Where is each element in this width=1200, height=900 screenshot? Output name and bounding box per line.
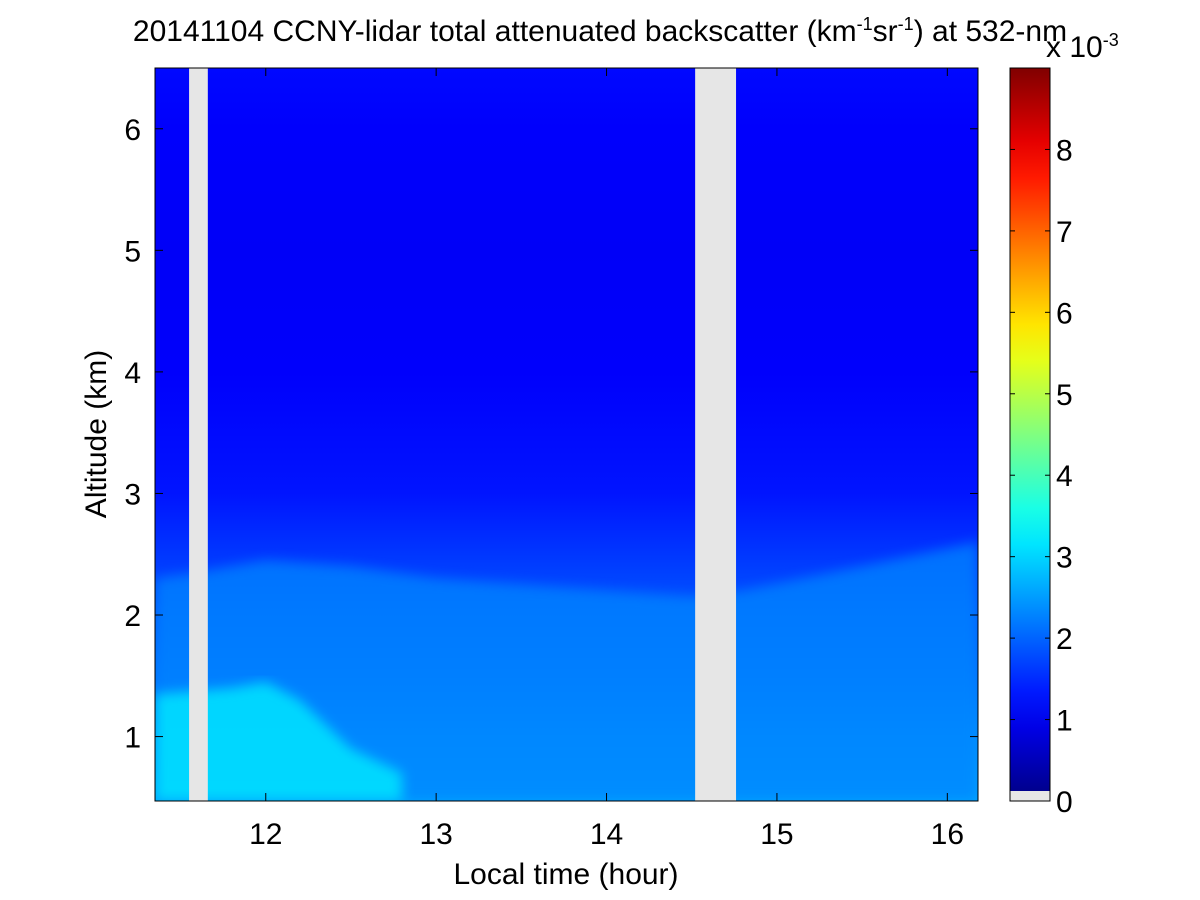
colorbar-nodata-swatch bbox=[1010, 791, 1050, 801]
x-axis-label: Local time (hour) bbox=[453, 858, 678, 891]
low-layer-band bbox=[155, 681, 403, 801]
plot-area bbox=[155, 68, 978, 801]
y-axis: 1 2 3 4 5 6 bbox=[124, 114, 978, 755]
colorbar-exponent-sup: -3 bbox=[1102, 30, 1119, 50]
y-tick-label: 5 bbox=[124, 235, 141, 268]
colorbar-border bbox=[1009, 67, 1051, 802]
x-tick-label: 14 bbox=[590, 818, 623, 851]
title-text-mid: sr bbox=[872, 15, 898, 48]
x-tick-label: 13 bbox=[419, 818, 452, 851]
title-text-end: ) at 532-nm bbox=[913, 15, 1068, 48]
nodata-gap bbox=[695, 68, 737, 801]
colorbar-tick-label: 4 bbox=[1056, 460, 1073, 493]
y-axis-label: Altitude (km) bbox=[80, 350, 113, 518]
colorbar-tick-label: 1 bbox=[1056, 705, 1073, 738]
y-tick-label: 3 bbox=[124, 478, 141, 511]
y-tick-label: 6 bbox=[124, 114, 141, 147]
x-tick-label: 16 bbox=[931, 818, 964, 851]
nodata-gap bbox=[189, 68, 208, 801]
colorbar-tick-label: 3 bbox=[1056, 542, 1073, 575]
chart-title: 20141104 CCNY-lidar total attenuated bac… bbox=[0, 14, 1200, 49]
title-superscript-1: -1 bbox=[856, 14, 873, 34]
colorbar-tick-label: 0 bbox=[1056, 786, 1073, 819]
y-tick-label: 1 bbox=[124, 722, 141, 755]
colorbar-tick-label: 5 bbox=[1056, 379, 1073, 412]
colorbar-tick-label: 2 bbox=[1056, 623, 1073, 656]
colorbar-tick-label: 7 bbox=[1056, 216, 1073, 249]
colorbar-tick-label: 6 bbox=[1056, 297, 1073, 330]
y-tick-label: 4 bbox=[124, 357, 141, 390]
x-tick-label: 15 bbox=[760, 818, 793, 851]
plot-border bbox=[154, 67, 979, 802]
y-tick-label: 2 bbox=[124, 600, 141, 633]
title-text: 20141104 CCNY-lidar total attenuated bac… bbox=[132, 15, 857, 48]
colorbar-exponent: x 10-3 bbox=[1046, 30, 1119, 65]
title-superscript-2: -1 bbox=[897, 14, 914, 34]
x-tick-label: 12 bbox=[249, 818, 282, 851]
aerosol-layer-band bbox=[155, 542, 978, 801]
colorbar-exponent-base: x 10 bbox=[1046, 31, 1103, 64]
colorbar: 0 1 2 3 4 5 6 7 8 bbox=[1009, 67, 1073, 819]
colorbar-tick-label: 8 bbox=[1056, 134, 1073, 167]
x-axis: 12 13 14 15 16 bbox=[249, 68, 964, 851]
colorbar-gradient bbox=[1010, 68, 1050, 801]
plot-frame bbox=[154, 67, 979, 802]
